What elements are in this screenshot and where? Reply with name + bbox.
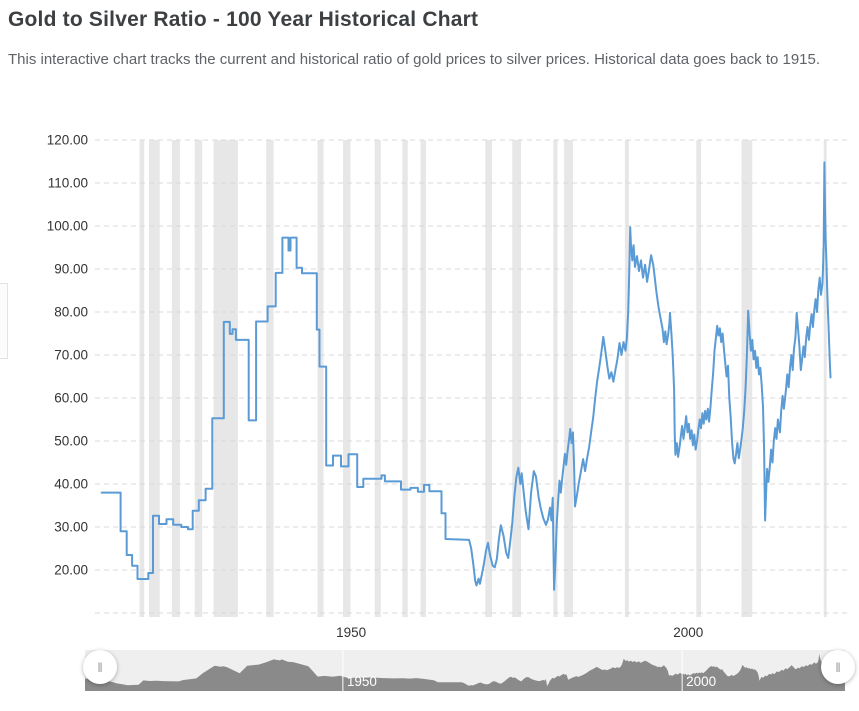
y-axis-tick-label: 30.00: [54, 520, 88, 535]
navigator-right-handle[interactable]: ‖: [821, 650, 855, 684]
y-axis-labels: 20.00 30.00 40.00 50.00 60.00 70.00 80.00 90.00…: [47, 133, 88, 578]
navigator[interactable]: [85, 650, 845, 691]
y-axis-tick-label: 60.00: [54, 391, 88, 406]
y-axis-tick-label: 110.00: [48, 176, 88, 191]
collapsed-side-tab[interactable]: [0, 283, 8, 359]
navigator-tick-label: 1950: [347, 674, 377, 689]
x-axis-labels: 1950 2000: [336, 625, 703, 640]
y-axis-tick-label: 50.00: [54, 434, 88, 449]
y-axis-tick-label: 20.00: [54, 563, 88, 578]
y-axis-tick-label: 80.00: [54, 305, 88, 320]
grip-icon: ‖: [835, 659, 841, 675]
grip-icon: ‖: [97, 659, 103, 675]
navigator-tick-label: 2000: [686, 674, 716, 689]
y-axis-tick-label: 100.00: [47, 219, 88, 234]
y-axis-tick-label: 90.00: [54, 262, 88, 277]
gridlines: [95, 139, 850, 614]
recession-bands: [139, 140, 827, 617]
x-axis-tick-label: 1950: [336, 625, 366, 640]
navigator-graphic[interactable]: 1950 2000: [85, 650, 845, 691]
navigator-left-handle[interactable]: ‖: [83, 650, 117, 684]
ratio-line-series[interactable]: [100, 161, 832, 591]
chart-description: This interactive chart tracks the curren…: [8, 51, 821, 68]
y-axis-tick-label: 70.00: [54, 348, 88, 363]
y-axis-tick-label: 120.00: [47, 133, 88, 148]
x-axis-tick-label: 2000: [673, 625, 703, 640]
chart-header: Gold to Silver Ratio - 100 Year Historic…: [8, 8, 853, 74]
navigator-series: [85, 653, 845, 691]
page-title: Gold to Silver Ratio - 100 Year Historic…: [8, 8, 479, 31]
y-axis-tick-label: 40.00: [54, 477, 88, 492]
